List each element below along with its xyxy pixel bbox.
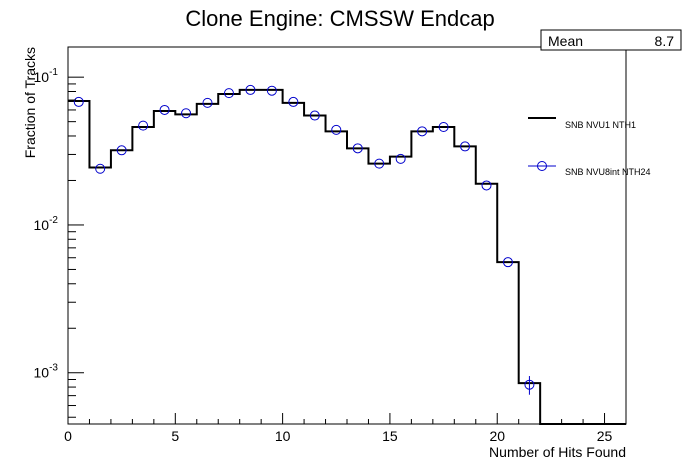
data-point (352, 143, 363, 154)
stats-box: Mean 8.7 (540, 29, 682, 51)
data-point (374, 158, 385, 169)
plot-frame (67, 46, 627, 425)
x-tick-label: 5 (171, 428, 179, 444)
legend-label-markers: SNB NVU8int NTH24 (565, 167, 651, 177)
data-point (395, 153, 406, 164)
data-point (481, 180, 492, 191)
legend-label-hist: SNB NVU1 NTH1 (565, 120, 636, 130)
y-tick-label: 10-1 (34, 67, 59, 85)
marker-series (73, 84, 535, 395)
data-point (202, 97, 213, 108)
data-point (460, 141, 471, 152)
chart-title: Clone Engine: CMSSW Endcap (185, 6, 494, 31)
y-tick-label: 10-2 (34, 215, 59, 233)
legend-marker-swatch (537, 161, 547, 171)
data-point (288, 96, 299, 107)
data-point (159, 104, 170, 115)
legend: SNB NVU1 NTH1 SNB NVU8int NTH24 (528, 117, 651, 177)
data-point (73, 96, 84, 107)
x-tick-label: 20 (489, 428, 505, 444)
histogram-line (68, 88, 626, 425)
x-axis-label: Number of Hits Found (489, 444, 626, 460)
data-point (331, 124, 342, 135)
data-point (502, 257, 513, 268)
data-point (95, 163, 106, 174)
data-point (438, 122, 449, 133)
histogram-series (68, 88, 626, 425)
data-point (266, 85, 277, 96)
stats-mean-label: Mean (548, 33, 583, 49)
data-point (417, 126, 428, 137)
x-tick-label: 0 (64, 428, 72, 444)
x-tick-label: 15 (382, 428, 398, 444)
data-point (116, 145, 127, 156)
data-point (309, 110, 320, 121)
data-point (524, 379, 535, 390)
x-tick-label: 25 (597, 428, 613, 444)
stats-mean-value: 8.7 (655, 33, 675, 49)
axis-ticks: 0 5 10 15 20 25 10-3 10-2 10-1 (34, 67, 627, 444)
y-tick-label: 10-3 (34, 363, 59, 381)
data-point (245, 84, 256, 95)
data-point (138, 120, 149, 131)
x-tick-label: 10 (275, 428, 291, 444)
data-point (223, 88, 234, 99)
y-axis-label: Fraction of Tracks (22, 47, 38, 158)
data-point (181, 108, 192, 119)
